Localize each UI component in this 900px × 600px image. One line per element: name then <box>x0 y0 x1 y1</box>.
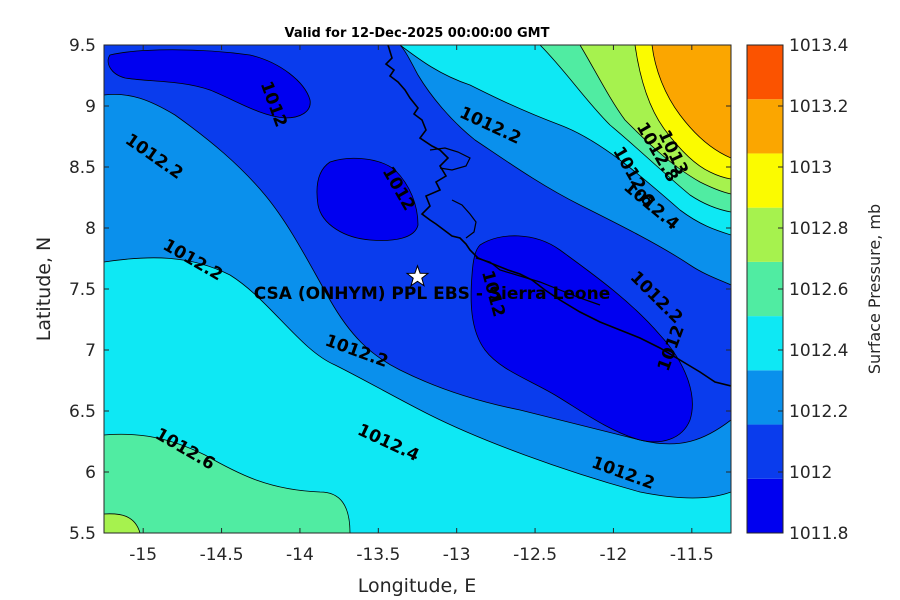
colorbar-level-label: 1013 <box>789 158 832 178</box>
colorbar-level-label: 1012 <box>789 463 832 483</box>
colorbar-segment <box>747 424 783 479</box>
y-tick-label: 5.5 <box>69 524 96 544</box>
colorbar-segment <box>747 207 783 262</box>
x-axis-ticks: -15 -14.5 -14 -13.5 -13 -12.5 -12 -11.5 <box>129 45 714 565</box>
pressure-band-1011-8-center <box>316 157 419 241</box>
colorbar-segment <box>747 153 783 208</box>
y-axis-ticks: 5.5 6 6.5 7 7.5 8 8.5 9 9.5 <box>69 36 731 544</box>
colorbar-level-label: 1011.8 <box>789 524 848 544</box>
y-tick-label: 9 <box>85 97 96 117</box>
colorbar-level-label: 1012.4 <box>789 341 848 361</box>
coastline <box>384 45 731 387</box>
colorbar: 1011.8 1012 1012.2 1012.4 1012.6 1012.8 1013 10… <box>746 36 848 544</box>
colorbar-segment <box>747 478 783 533</box>
y-tick-label: 7 <box>85 341 96 361</box>
pressure-band-1013-2 <box>651 45 731 159</box>
y-tick-label: 8.5 <box>69 158 96 178</box>
x-tick-label: -13.5 <box>356 545 400 565</box>
colorbar-level-label: 1013.4 <box>789 36 848 56</box>
colorbar-level-label: 1012.8 <box>789 219 848 239</box>
x-axis-label: Longitude, E <box>358 575 477 597</box>
x-tick-label: -12 <box>600 545 628 565</box>
coastline-rivers <box>429 147 601 306</box>
x-tick-label: -11.5 <box>670 545 714 565</box>
pressure-band-1012-8-sw <box>104 513 141 533</box>
y-axis-label: Latitude, N <box>33 237 55 342</box>
contour-map-area <box>104 45 731 533</box>
site-marker: CSA (ONHYM) PPL EBS - Sierra Leone <box>254 264 611 304</box>
y-tick-label: 9.5 <box>69 36 96 56</box>
pressure-band-1012-6-sw <box>104 433 351 533</box>
x-tick-label: -15 <box>129 545 157 565</box>
site-label: CSA (ONHYM) PPL EBS - Sierra Leone <box>254 284 611 304</box>
colorbar-segment <box>747 261 783 317</box>
colorbar-segment <box>747 316 783 371</box>
y-tick-label: 7.5 <box>69 280 96 300</box>
site-star-icon <box>405 264 430 287</box>
y-tick-label: 6.5 <box>69 402 96 422</box>
chart-title: Valid for 12-Dec-2025 00:00:00 GMT <box>285 26 550 41</box>
colorbar-level-label: 1012.6 <box>789 280 848 300</box>
pressure-band-1012-4-west <box>104 257 731 533</box>
colorbar-level-label: 1012.2 <box>789 402 848 422</box>
pressure-band-1011-8-nw <box>107 49 311 119</box>
colorbar-segment <box>747 99 783 154</box>
x-tick-label: -14.5 <box>200 545 244 565</box>
y-tick-label: 6 <box>85 463 96 483</box>
colorbar-label: Surface Pressure, mb <box>865 204 884 374</box>
colorbar-level-label: 1013.2 <box>789 97 848 117</box>
pressure-band-1011-8-se <box>470 235 693 443</box>
x-tick-label: -12.5 <box>513 545 557 565</box>
colorbar-segment <box>747 370 783 425</box>
colorbar-segment <box>747 45 783 100</box>
x-tick-label: -14 <box>286 545 314 565</box>
y-tick-label: 8 <box>85 219 96 239</box>
x-tick-label: -13 <box>443 545 471 565</box>
